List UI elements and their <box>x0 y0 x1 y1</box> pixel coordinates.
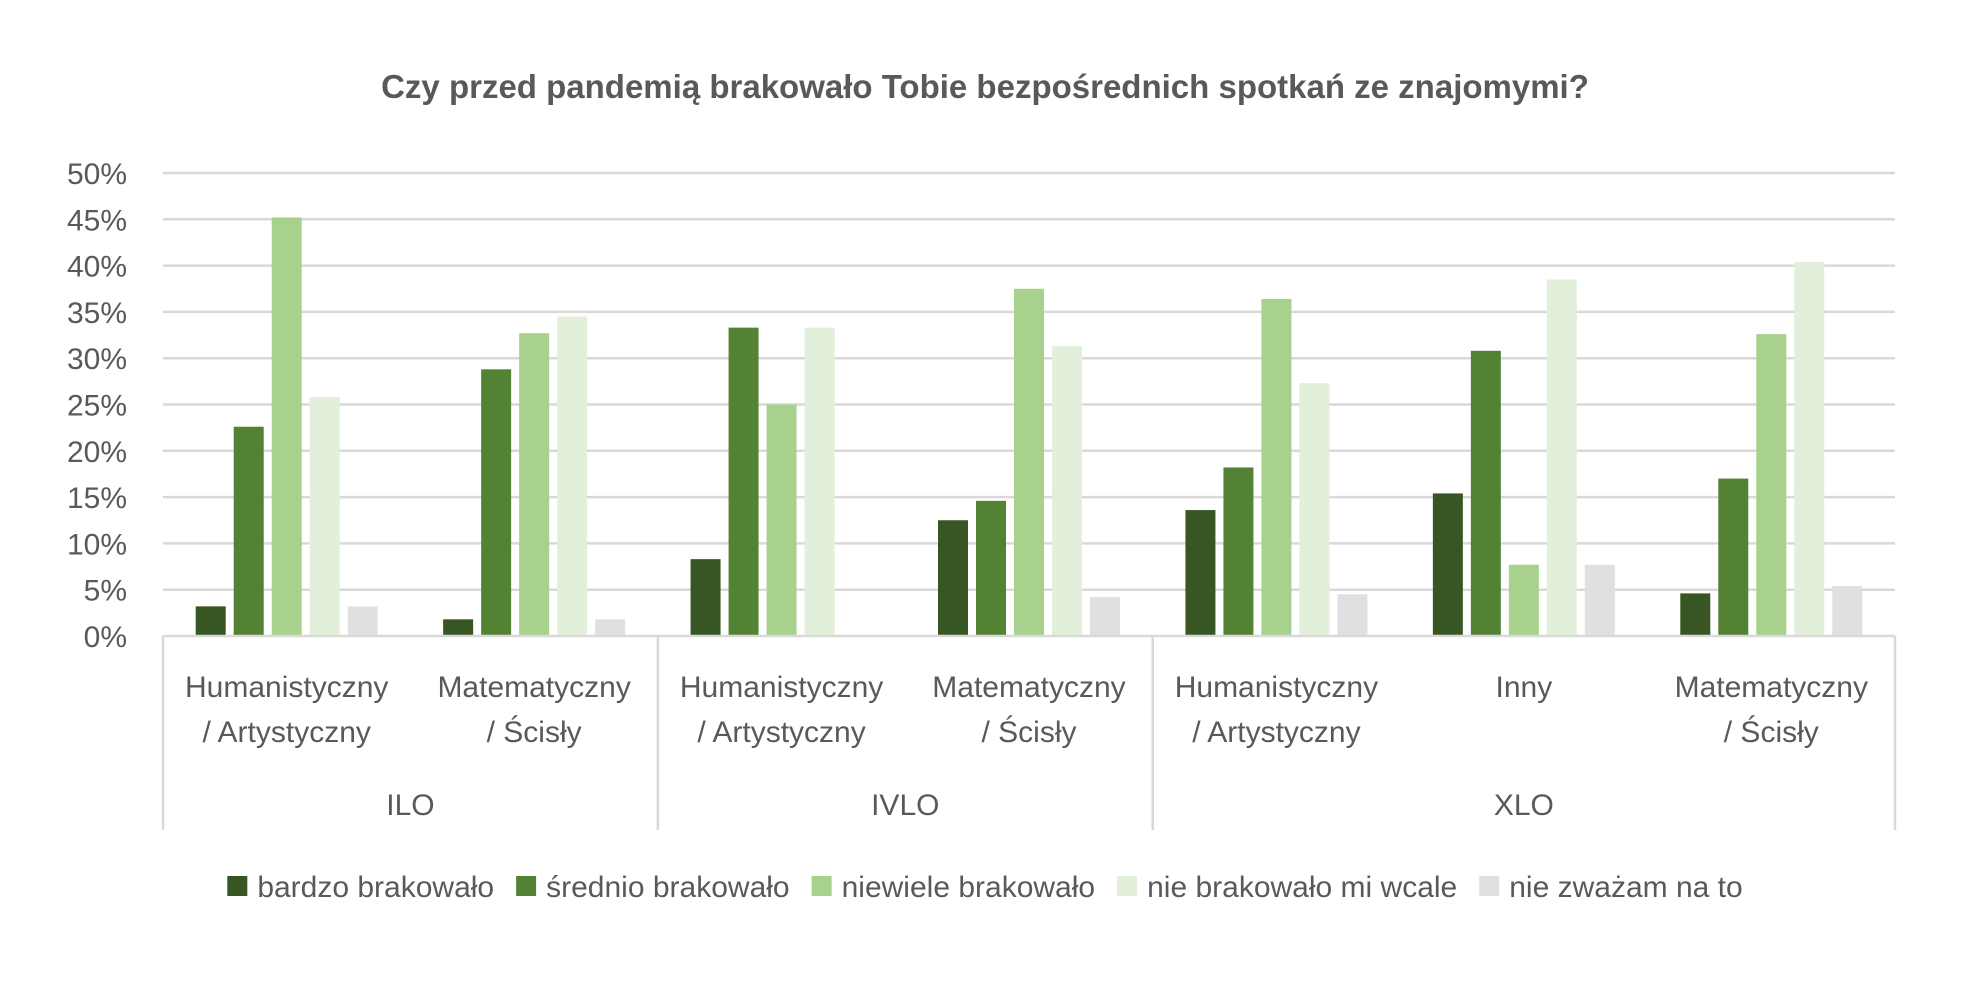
y-tick-label: 0% <box>84 621 127 654</box>
x-category-label: / Artystyczny <box>203 716 371 749</box>
legend-swatch <box>1479 876 1500 896</box>
bar <box>1014 288 1044 636</box>
y-tick-label: 30% <box>67 343 127 376</box>
bar <box>1223 467 1254 636</box>
legend-swatch <box>516 876 537 896</box>
y-tick-label: 25% <box>67 390 127 423</box>
bar <box>1832 585 1863 636</box>
x-category-label: Matematyczny <box>1675 671 1868 704</box>
x-category-label: / Ścisły <box>1724 715 1819 749</box>
bar <box>804 327 835 636</box>
bar <box>481 369 512 636</box>
x-category-label: / Ścisły <box>981 715 1076 749</box>
y-tick-label: 40% <box>67 251 127 284</box>
y-tick-label: 10% <box>67 528 127 561</box>
legend-swatch <box>227 876 248 896</box>
legend-label: bardzo brakowało <box>257 871 494 904</box>
bar <box>309 397 340 636</box>
bars <box>195 217 1863 636</box>
x-axis-category-labels: Humanistyczny / Artystyczny Matematyczny / … <box>185 671 1868 749</box>
bar <box>728 327 759 636</box>
bar <box>1299 383 1330 636</box>
x-category-label: Humanistyczny <box>680 671 883 704</box>
legend: bardzo brakowało średnio brakowało niewiel… <box>227 871 1743 904</box>
x-group-label: IVLO <box>871 789 939 822</box>
x-category-label: Humanistyczny <box>185 671 388 704</box>
y-axis-tick-labels: 0% 5% 10% 15% 20% 25% 30% 35% 40% 45% 50% <box>67 158 127 654</box>
bar <box>938 520 968 636</box>
bar <box>1337 594 1368 636</box>
x-axis <box>161 634 1897 830</box>
bar <box>1546 279 1577 636</box>
chart-title: Czy przed pandemią brakowało Tobie bezpo… <box>381 68 1589 105</box>
bar <box>1584 564 1615 636</box>
legend-label: średnio brakowało <box>546 871 789 904</box>
bar <box>195 606 226 636</box>
bar <box>1052 346 1082 636</box>
y-tick-label: 50% <box>67 158 127 191</box>
legend-swatch <box>811 876 832 896</box>
bar <box>690 559 721 636</box>
legend-label: nie zważam na to <box>1509 871 1742 904</box>
legend-swatch <box>1117 876 1138 896</box>
bar <box>271 217 302 636</box>
y-tick-label: 20% <box>67 436 127 469</box>
x-category-label: Humanistyczny <box>1175 671 1378 704</box>
bar <box>1680 593 1711 636</box>
bar <box>1090 597 1120 636</box>
bar <box>1756 334 1787 636</box>
y-tick-label: 45% <box>67 204 127 237</box>
bar <box>519 333 550 636</box>
y-tick-label: 35% <box>67 297 127 330</box>
x-category-label: Matematyczny <box>932 671 1125 704</box>
bar <box>1185 510 1216 636</box>
bar <box>976 500 1006 636</box>
bar <box>443 619 474 636</box>
x-category-label: Inny <box>1495 671 1552 704</box>
x-category-label: / Artystyczny <box>697 716 865 749</box>
bar <box>1432 493 1463 636</box>
x-category-label: Matematyczny <box>437 671 630 704</box>
bar <box>1794 261 1825 636</box>
bar <box>1718 478 1749 636</box>
x-category-label: / Ścisły <box>487 715 582 749</box>
bar <box>347 606 378 636</box>
bar <box>1470 350 1501 636</box>
bar <box>557 316 588 636</box>
bar <box>1508 564 1539 636</box>
legend-label: nie brakowało mi wcale <box>1147 871 1457 904</box>
bar <box>233 426 264 636</box>
y-tick-label: 15% <box>67 482 127 515</box>
x-category-label: / Artystyczny <box>1192 716 1360 749</box>
x-group-label: ILO <box>386 789 434 822</box>
bar <box>595 619 626 636</box>
bar <box>1261 298 1292 636</box>
bar <box>766 404 797 636</box>
y-tick-label: 5% <box>84 575 127 608</box>
legend-label: niewiele brakowało <box>842 871 1095 904</box>
x-group-label: XLO <box>1494 789 1554 822</box>
x-axis-group-labels: ILO IVLO XLO <box>386 789 1554 822</box>
